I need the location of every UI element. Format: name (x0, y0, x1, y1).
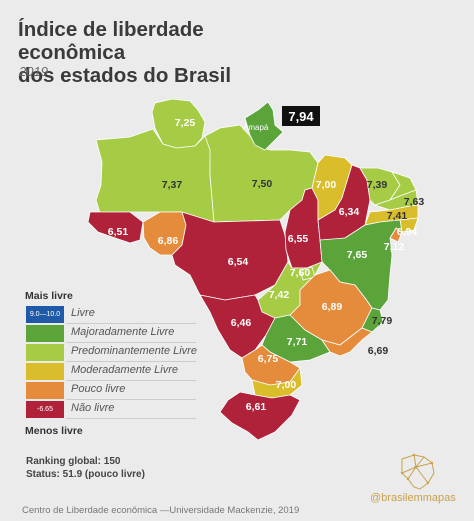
state-value-label: 7,42 (269, 289, 290, 301)
status-text: Status: 51.9 (pouco livre) (26, 469, 145, 480)
state-value-label: 7,71 (287, 336, 308, 348)
map-year: 2019 (19, 64, 48, 79)
state-espirito-santo (361, 307, 384, 333)
map-title: Índice de liberdade econômica dos estado… (18, 18, 308, 87)
brasil-em-mapas-logo (400, 453, 435, 490)
state-value-label: 7,39 (367, 179, 388, 191)
state-value-label: 6,89 (322, 301, 343, 313)
legend: 9.0—10.0 Livre Majoradamente Livre Predomin… (26, 305, 206, 419)
state-value-label: 7,60 (290, 267, 311, 279)
state-acre (87, 211, 144, 244)
legend-label: Majoradamente Livre (71, 326, 175, 338)
state-value-label: 6,69 (368, 345, 389, 357)
title-line-1: Índice de liberdade econômica (18, 18, 204, 64)
state-rio-grande-do-sul (219, 391, 301, 441)
legend-item: -6.65 Não livre (26, 400, 206, 419)
state-value-label: 6,46 (231, 317, 252, 329)
state-value-label: 6,54 (228, 256, 249, 268)
state-value-label: 7,37 (162, 179, 183, 191)
legend-label: Predominantemente Livre (71, 345, 197, 357)
stats-block: Ranking global: 150 Status: 51.9 (pouco … (26, 455, 145, 481)
legend-label: Moderadamente Livre (71, 364, 179, 376)
legend-bottom-label: Menos livre (25, 425, 83, 437)
state-shapes (87, 98, 419, 441)
state-value-label: 7,65 (347, 249, 368, 261)
state-value-label: 7,12 (384, 241, 405, 253)
legend-label: Não livre (71, 402, 115, 414)
state-amapa (244, 101, 284, 151)
state-value-label: 6,86 (158, 235, 179, 247)
legend-swatch (26, 363, 64, 380)
state-value-label: 6,34 (339, 206, 360, 218)
brand-handle: @brasilemmapas (370, 492, 456, 504)
source-credit: Centro de Liberdade econômica —Universid… (22, 505, 300, 516)
state-value-label: 7,00 (316, 179, 337, 191)
legend-item: Moderadamente Livre (26, 362, 206, 381)
state-value-label: 6,55 (288, 233, 309, 245)
legend-item: 9.0—10.0 Livre (26, 305, 206, 324)
state-value-label: 7,41 (387, 210, 408, 222)
state-value-label: 7,63 (404, 196, 425, 208)
legend-item: Predominantemente Livre (26, 343, 206, 362)
legend-item: Pouco livre (26, 381, 206, 400)
ranking-text: Ranking global: 150 (26, 456, 121, 467)
state-value-label: 6,61 (246, 401, 267, 413)
legend-swatch (26, 344, 64, 361)
legend-swatch (26, 325, 64, 342)
legend-top-label: Mais livre (25, 290, 73, 302)
legend-swatch: -6.65 (26, 401, 64, 418)
highlight-value: 7,94 (288, 109, 314, 124)
state-value-label: 7,79 (372, 315, 393, 327)
title-line-2: dos estados do Brasil (18, 64, 232, 87)
state-rio-de-janeiro (321, 327, 373, 357)
map-labels: 7,25 7,37 7,50 6,51 6,86 6,54 6,55 7,00 6,34 7,39… (108, 117, 425, 413)
state-value-label: 6,75 (258, 353, 279, 365)
state-value-label: 7,00 (276, 379, 297, 391)
state-sao-paulo (261, 314, 331, 363)
legend-swatch (26, 382, 64, 399)
state-value-label: 7,50 (252, 178, 273, 190)
state-value-label: 7,25 (175, 117, 196, 129)
legend-swatch: 9.0—10.0 (26, 306, 64, 323)
legend-label: Pouco livre (71, 383, 126, 395)
state-value-label: 6,94 (397, 226, 418, 238)
legend-item: Majoradamente Livre (26, 324, 206, 343)
highlight-state-name: Amapá (243, 123, 269, 132)
highlight-callout: 7,94 Amapá (243, 106, 320, 132)
state-value-label: 6,51 (108, 226, 129, 238)
highlight-box (282, 106, 320, 126)
legend-label: Livre (71, 307, 95, 319)
